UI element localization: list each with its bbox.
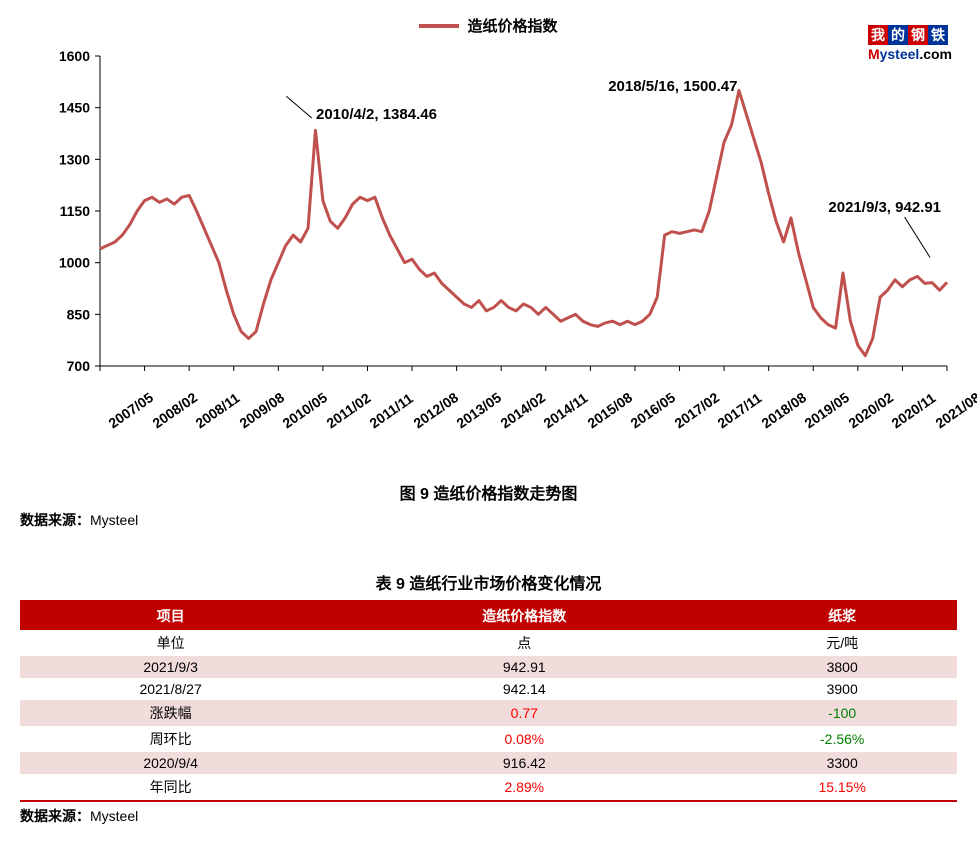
chart-legend: 造纸价格指数 <box>20 10 957 46</box>
table-cell: 涨跌幅 <box>20 700 321 726</box>
svg-text:850: 850 <box>67 306 91 322</box>
chart-caption: 图 9 造纸价格指数走势图 <box>20 480 957 504</box>
chart-annotation: 2010/4/2, 1384.46 <box>316 106 437 123</box>
chart-source: 数据来源：Mysteel <box>20 510 957 530</box>
table-row: 单位点元/吨 <box>20 630 957 656</box>
table-header-cell: 造纸价格指数 <box>321 601 727 630</box>
x-tick-label: 2017/02 <box>671 401 705 431</box>
x-tick-label: 2011/11 <box>367 401 401 431</box>
x-axis: 2007/052008/022008/112009/082010/052011/… <box>20 401 957 417</box>
x-tick-label: 2011/02 <box>323 401 357 431</box>
svg-text:1600: 1600 <box>59 48 90 64</box>
table-cell: 年同比 <box>20 774 321 801</box>
x-tick-label: 2008/11 <box>192 401 226 431</box>
svg-text:1450: 1450 <box>59 100 90 116</box>
x-tick-label: 2016/05 <box>628 401 662 431</box>
table-cell: -2.56% <box>727 726 957 752</box>
x-tick-label: 2007/05 <box>105 401 139 431</box>
table-row: 2021/8/27942.143900 <box>20 678 957 700</box>
legend-label: 造纸价格指数 <box>467 15 557 36</box>
x-tick-label: 2021/08 <box>932 401 966 431</box>
x-tick-label: 2015/08 <box>584 401 618 431</box>
table-row: 涨跌幅0.77-100 <box>20 700 957 726</box>
table-cell: 单位 <box>20 630 321 656</box>
source-label: 数据来源： <box>20 512 90 528</box>
table-row: 周环比0.08%-2.56% <box>20 726 957 752</box>
table-cell: 2021/8/27 <box>20 678 321 700</box>
svg-text:700: 700 <box>67 358 91 374</box>
logo-suffix: .com <box>919 46 952 62</box>
table-cell: 0.08% <box>321 726 727 752</box>
source-value: Mysteel <box>90 808 138 824</box>
table-row: 2020/9/4916.423300 <box>20 752 957 774</box>
x-tick-label: 2009/08 <box>236 401 270 431</box>
logo-m: M <box>868 46 880 62</box>
table-cell: 3900 <box>727 678 957 700</box>
table-cell: 3300 <box>727 752 957 774</box>
table-cell: -100 <box>727 700 957 726</box>
mysteel-logo: 我的钢铁 Mysteel.com <box>868 25 952 61</box>
table-cell: 15.15% <box>727 774 957 801</box>
table-header-cell: 项目 <box>20 601 321 630</box>
svg-text:1300: 1300 <box>59 151 90 167</box>
table-cell: 2020/9/4 <box>20 752 321 774</box>
table-cell: 2.89% <box>321 774 727 801</box>
x-tick-label: 2020/11 <box>889 401 923 431</box>
table-cell: 916.42 <box>321 752 727 774</box>
source-value: Mysteel <box>90 512 138 528</box>
logo-cn-char: 钢 <box>908 25 928 45</box>
logo-cn-char: 铁 <box>928 25 948 45</box>
table-cell: 2021/9/3 <box>20 656 321 678</box>
chart-annotation: 2018/5/16, 1500.47 <box>608 78 737 95</box>
x-tick-label: 2019/05 <box>802 401 836 431</box>
x-tick-label: 2010/05 <box>279 401 313 431</box>
x-tick-label: 2017/11 <box>715 401 749 431</box>
x-tick-label: 2014/02 <box>497 401 531 431</box>
table-cell: 元/吨 <box>727 630 957 656</box>
chart-plot-area: 700 850 1000 1150 1300 1450 1600 <box>20 46 957 406</box>
x-tick-label: 2012/08 <box>410 401 444 431</box>
x-tick-label: 2014/11 <box>541 401 575 431</box>
table-cell: 942.14 <box>321 678 727 700</box>
logo-cn-char: 的 <box>888 25 908 45</box>
table-cell: 0.77 <box>321 700 727 726</box>
chart-annotation: 2021/9/3, 942.91 <box>828 199 941 216</box>
svg-text:1000: 1000 <box>59 255 90 271</box>
table-row: 2021/9/3942.913800 <box>20 656 957 678</box>
table-cell: 3800 <box>727 656 957 678</box>
table-source: 数据来源：Mysteel <box>20 806 957 826</box>
logo-cn-char: 我 <box>868 25 888 45</box>
x-tick-label: 2018/08 <box>758 401 792 431</box>
x-tick-label: 2008/02 <box>149 401 183 431</box>
source-label: 数据来源： <box>20 808 90 824</box>
svg-text:1150: 1150 <box>60 203 91 219</box>
table-caption: 表 9 造纸行业市场价格变化情况 <box>20 570 957 594</box>
table-row: 年同比2.89%15.15% <box>20 774 957 801</box>
price-index-chart: 造纸价格指数 我的钢铁 Mysteel.com 700 850 1000 1150 13… <box>20 10 957 440</box>
x-tick-label: 2013/05 <box>454 401 488 431</box>
table-header-cell: 纸浆 <box>727 601 957 630</box>
price-change-table: 项目造纸价格指数纸浆 单位点元/吨2021/9/3942.9138002021/… <box>20 600 957 802</box>
table-cell: 942.91 <box>321 656 727 678</box>
legend-swatch <box>419 24 459 28</box>
logo-rest: ysteel <box>880 46 920 62</box>
table-cell: 周环比 <box>20 726 321 752</box>
table-cell: 点 <box>321 630 727 656</box>
x-tick-label: 2020/02 <box>845 401 879 431</box>
